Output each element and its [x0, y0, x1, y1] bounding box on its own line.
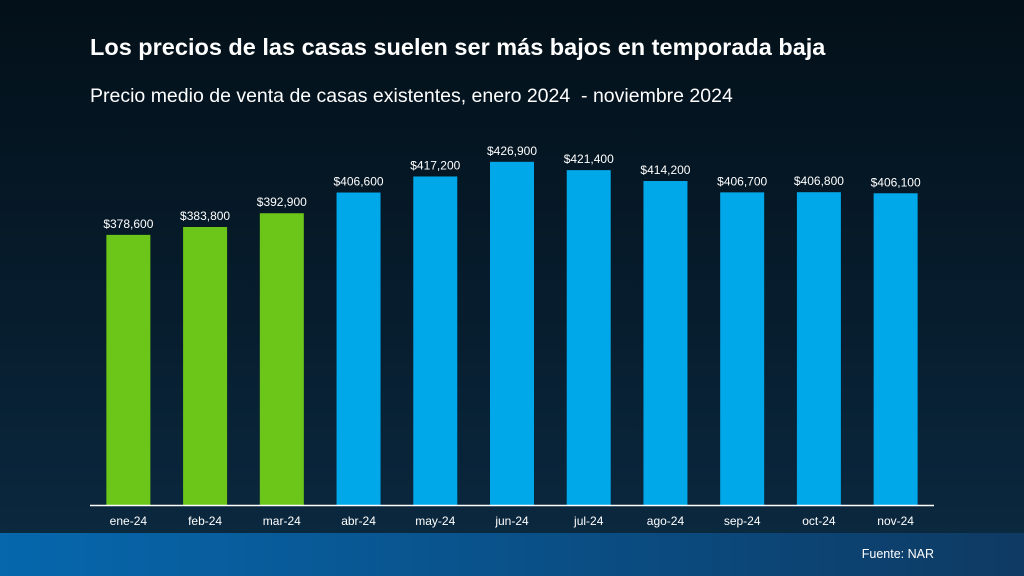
data-label-nov-24: $406,100 [871, 175, 921, 189]
bar-jun-24 [490, 161, 534, 505]
data-label-jun-24: $426,900 [487, 144, 537, 158]
data-label-oct-24: $406,800 [794, 174, 844, 188]
tick-label-abr-24: abr-24 [341, 514, 376, 528]
data-label-jul-24: $421,400 [564, 152, 614, 166]
data-label-ene-24: $378,600 [103, 217, 153, 231]
tick-label-ene-24: ene-24 [110, 514, 148, 528]
bar-ago-24 [643, 181, 688, 505]
bar-feb-24 [183, 227, 228, 505]
tick-label-nov-24: nov-24 [877, 514, 914, 528]
bar-abr-24 [336, 192, 381, 505]
tick-label-jun-24: jun-24 [494, 514, 529, 528]
bar-nov-24 [873, 193, 918, 505]
tick-label-feb-24: feb-24 [188, 514, 222, 528]
bar-jul-24 [566, 170, 611, 505]
data-label-may-24: $417,200 [410, 158, 460, 172]
tick-label-oct-24: oct-24 [802, 514, 836, 528]
data-label-mar-24: $392,900 [257, 195, 307, 209]
bar-mar-24 [259, 213, 304, 505]
data-label-sep-24: $406,700 [717, 174, 767, 188]
bar-may-24 [413, 176, 458, 506]
data-label-feb-24: $383,800 [180, 209, 230, 223]
bar-ene-24 [106, 234, 151, 505]
chart-subtitle: Precio medio de venta de casas existente… [90, 85, 733, 107]
bar-oct-24 [796, 192, 841, 505]
tick-label-may-24: may-24 [415, 514, 455, 528]
tick-label-ago-24: ago-24 [647, 514, 685, 528]
bar-sep-24 [720, 192, 765, 505]
footer-band: Fuente: NAR [0, 533, 1024, 576]
source-note: Fuente: NAR [861, 547, 934, 561]
chart-title: Los precios de las casas suelen ser más … [90, 34, 826, 60]
data-label-abr-24: $406,600 [334, 175, 384, 189]
tick-label-jul-24: jul-24 [573, 514, 604, 528]
data-label-ago-24: $414,200 [640, 163, 690, 177]
tick-label-sep-24: sep-24 [724, 514, 761, 528]
tick-label-mar-24: mar-24 [263, 514, 301, 528]
